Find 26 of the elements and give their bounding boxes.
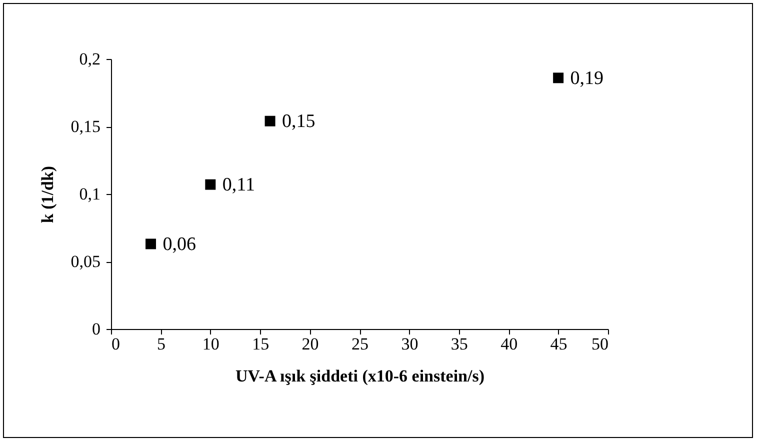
point xyxy=(264,116,276,126)
x-tick-label: 45 xyxy=(550,334,568,354)
point xyxy=(146,238,156,250)
y-axis-title: k (1/dk) xyxy=(38,166,57,224)
data-label: 0,06 xyxy=(162,234,196,255)
y-tick-label: 0,15 xyxy=(70,117,100,136)
x-tick-label: 40 xyxy=(500,334,518,354)
x-tick-label: 20 xyxy=(302,334,319,354)
x-tick-label: 35 xyxy=(450,334,468,354)
x-tick-label: 25 xyxy=(352,334,368,354)
x-tick-label: 50 xyxy=(592,334,608,354)
x-tick-label: 30 xyxy=(401,334,418,354)
y-tick-label: 0 xyxy=(92,320,100,338)
data-label: 0,19 xyxy=(570,68,604,89)
x-tick-label: 15 xyxy=(252,334,270,354)
y-tick-label: 0,1 xyxy=(79,184,100,204)
point xyxy=(205,179,216,190)
data-label: 0,15 xyxy=(282,111,316,132)
y-tick-label: 0,05 xyxy=(70,252,100,271)
x-tick-label: 0 xyxy=(112,334,120,354)
x-tick-label: 5 xyxy=(156,334,166,354)
x-axis-title: UV-A ışık şiddeti (x10-6 einstein/s) xyxy=(235,366,485,386)
y-tick-label: 0,2 xyxy=(79,50,100,68)
point xyxy=(553,72,564,84)
data-label: 0,11 xyxy=(222,174,255,196)
x-tick-label: 10 xyxy=(202,334,220,354)
